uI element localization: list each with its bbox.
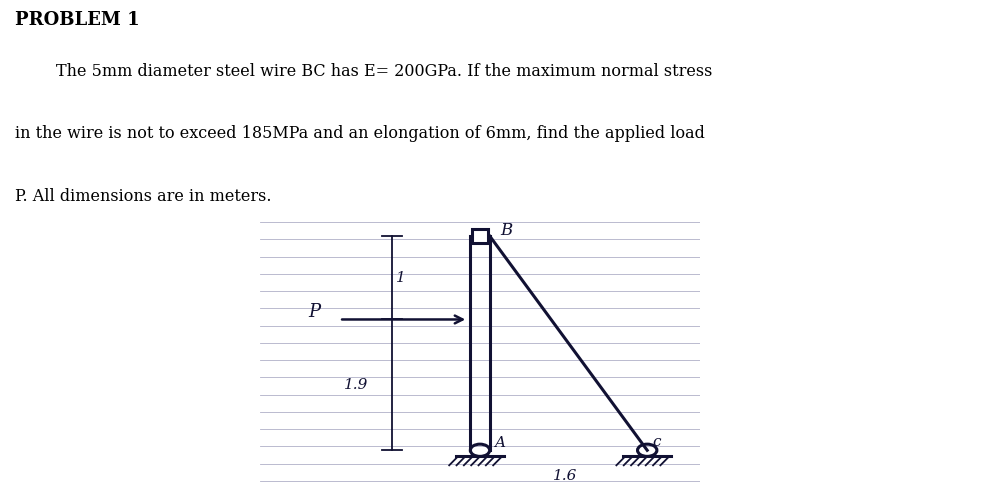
Text: PROBLEM 1: PROBLEM 1 [15, 11, 140, 29]
Text: 1: 1 [396, 271, 406, 285]
Text: B: B [500, 222, 512, 239]
Text: in the wire is not to exceed 185MPa and an elongation of 6mm, find the applied l: in the wire is not to exceed 185MPa and … [15, 125, 705, 142]
Text: 1.6: 1.6 [553, 469, 577, 483]
Text: c: c [652, 435, 661, 449]
Text: A: A [494, 436, 505, 450]
Text: 1.9: 1.9 [344, 378, 368, 392]
Text: P. All dimensions are in meters.: P. All dimensions are in meters. [15, 188, 272, 205]
Text: The 5mm diameter steel wire BC has E= 200GPa. If the maximum normal stress: The 5mm diameter steel wire BC has E= 20… [15, 63, 712, 80]
Text: P: P [308, 303, 321, 321]
Bar [472, 229, 488, 243]
